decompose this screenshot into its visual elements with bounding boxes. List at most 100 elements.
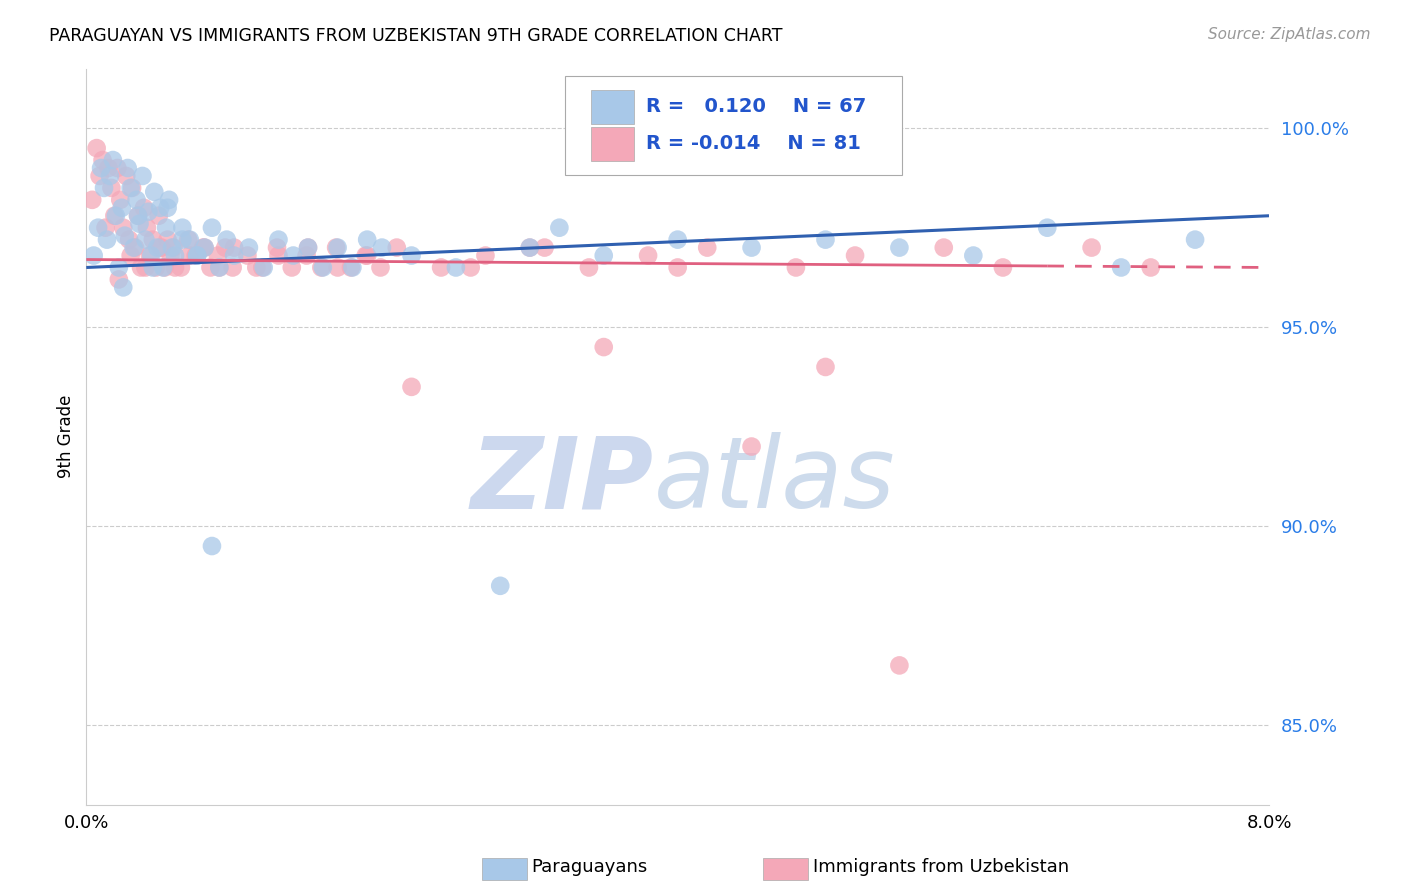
Point — [127, 209, 149, 223]
Point — [991, 260, 1014, 275]
FancyBboxPatch shape — [565, 76, 903, 175]
Point — [741, 241, 763, 255]
Point — [157, 193, 180, 207]
Point — [814, 233, 837, 247]
Point — [162, 241, 184, 255]
Point — [340, 260, 363, 275]
Point — [98, 169, 121, 183]
Point — [163, 248, 186, 262]
Point — [193, 241, 215, 255]
FancyBboxPatch shape — [592, 127, 634, 161]
Point — [101, 153, 124, 167]
Point — [224, 248, 246, 262]
Point — [889, 658, 911, 673]
Point — [266, 241, 288, 255]
Point — [149, 241, 172, 255]
Point — [1139, 260, 1161, 275]
Text: Source: ZipAtlas.com: Source: ZipAtlas.com — [1208, 27, 1371, 42]
Point — [297, 241, 319, 255]
Point — [110, 193, 132, 207]
Point — [962, 248, 984, 262]
Point — [844, 248, 866, 262]
Point — [108, 260, 131, 275]
Point — [785, 260, 807, 275]
Point — [112, 220, 135, 235]
Point — [118, 233, 141, 247]
Point — [152, 260, 174, 275]
Point — [200, 260, 222, 275]
Point — [460, 260, 482, 275]
Point — [124, 241, 146, 255]
Point — [666, 233, 689, 247]
Point — [129, 260, 152, 275]
Point — [139, 248, 162, 262]
Point — [120, 181, 142, 195]
Point — [548, 220, 571, 235]
Point — [356, 248, 378, 262]
Point — [142, 233, 165, 247]
Point — [201, 539, 224, 553]
Point — [132, 201, 155, 215]
Point — [312, 260, 335, 275]
Point — [245, 260, 267, 275]
Point — [385, 241, 408, 255]
Point — [141, 248, 163, 262]
Point — [592, 340, 614, 354]
Point — [533, 241, 555, 255]
Point — [150, 241, 173, 255]
Point — [114, 228, 136, 243]
Point — [283, 248, 305, 262]
Point — [430, 260, 453, 275]
Point — [519, 241, 541, 255]
Point — [89, 169, 111, 183]
Point — [159, 248, 181, 262]
Point — [741, 440, 763, 454]
Point — [142, 260, 165, 275]
Point — [96, 233, 118, 247]
Point — [1109, 260, 1132, 275]
Point — [170, 260, 193, 275]
Point — [128, 217, 150, 231]
Point — [91, 153, 114, 167]
Point — [295, 248, 318, 262]
Point — [134, 233, 156, 247]
Point — [115, 169, 138, 183]
Text: PARAGUAYAN VS IMMIGRANTS FROM UZBEKISTAN 9TH GRADE CORRELATION CHART: PARAGUAYAN VS IMMIGRANTS FROM UZBEKISTAN… — [49, 27, 783, 45]
Point — [637, 248, 659, 262]
Point — [179, 233, 201, 247]
Point — [236, 248, 259, 262]
Point — [191, 241, 214, 255]
Point — [224, 241, 246, 255]
Point — [163, 260, 186, 275]
Point — [155, 220, 177, 235]
Point — [94, 220, 117, 235]
Point — [186, 248, 208, 262]
Point — [666, 260, 689, 275]
Text: Immigrants from Uzbekistan: Immigrants from Uzbekistan — [813, 858, 1069, 876]
Point — [112, 280, 135, 294]
Point — [1036, 220, 1059, 235]
Point — [489, 579, 512, 593]
Y-axis label: 9th Grade: 9th Grade — [58, 395, 75, 478]
Point — [172, 220, 194, 235]
Point — [214, 241, 236, 255]
Point — [86, 141, 108, 155]
Text: ZIP: ZIP — [471, 433, 654, 529]
Point — [267, 248, 290, 262]
Point — [193, 241, 215, 255]
Point — [131, 169, 153, 183]
Point — [519, 241, 541, 255]
Point — [474, 248, 496, 262]
Point — [221, 260, 243, 275]
Point — [267, 233, 290, 247]
Point — [401, 248, 423, 262]
Point — [354, 248, 377, 262]
Point — [117, 161, 139, 175]
Point — [111, 201, 134, 215]
FancyBboxPatch shape — [592, 90, 634, 124]
Point — [186, 248, 208, 262]
Point — [100, 181, 122, 195]
Point — [444, 260, 467, 275]
Point — [326, 260, 349, 275]
Point — [208, 260, 231, 275]
